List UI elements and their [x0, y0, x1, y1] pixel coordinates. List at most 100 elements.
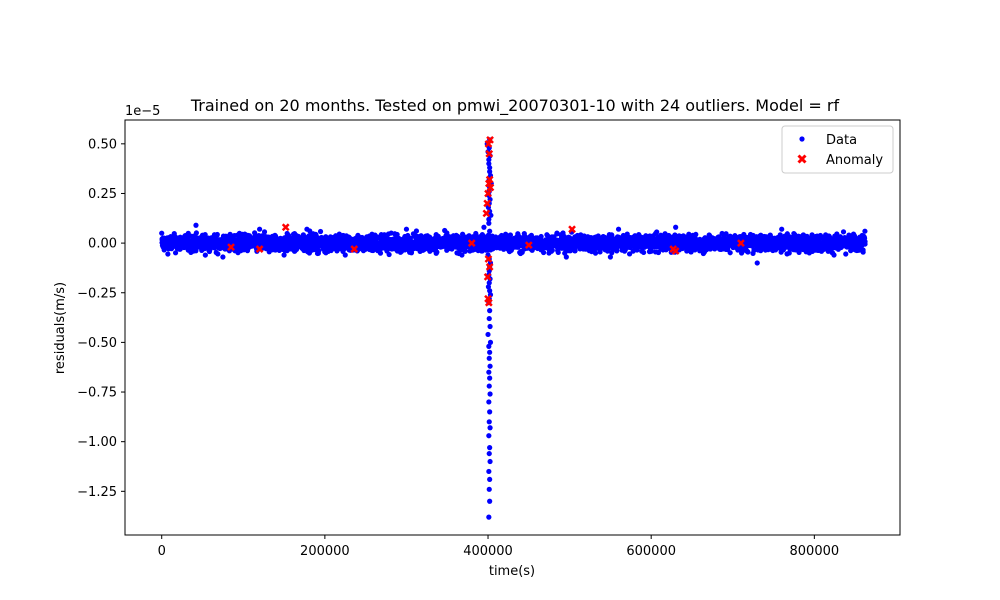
data-point — [159, 230, 165, 236]
data-point — [779, 226, 785, 232]
data-point — [507, 232, 514, 238]
chart-title: Trained on 20 months. Tested on pmwi_200… — [190, 96, 840, 116]
legend-anomaly-marker — [797, 154, 807, 164]
data-point — [487, 391, 493, 397]
data-point — [754, 260, 760, 266]
data-point — [220, 254, 226, 260]
data-point — [487, 445, 493, 451]
data-point — [487, 169, 493, 175]
y-tick-label: −1.00 — [77, 435, 117, 450]
data-point — [486, 433, 492, 439]
data-point — [487, 308, 493, 314]
y-offset-label: 1e−5 — [125, 104, 160, 119]
data-point — [487, 363, 493, 369]
data-point — [485, 284, 492, 290]
anomaly-point — [483, 199, 492, 208]
data-point — [377, 250, 384, 256]
legend-data-marker — [799, 136, 805, 142]
data-point — [214, 231, 220, 238]
data-point — [654, 229, 660, 235]
data-point — [860, 247, 866, 253]
data-point — [549, 247, 555, 253]
anomaly-point — [227, 243, 235, 251]
data-point — [727, 250, 733, 256]
x-tick-label: 0 — [158, 544, 166, 559]
data-point — [843, 251, 849, 257]
anomaly-point — [671, 247, 680, 255]
data-point — [831, 252, 837, 258]
data-point — [481, 224, 487, 230]
data-point — [485, 331, 491, 338]
data-point — [316, 248, 322, 254]
x-tick-label: 400000 — [463, 544, 513, 559]
legend: Data Anomaly — [781, 125, 894, 174]
data-point — [486, 383, 492, 389]
data-point — [486, 220, 492, 226]
x-tick-label: 600000 — [626, 544, 676, 559]
data-point — [487, 228, 493, 234]
data-point — [413, 228, 420, 234]
data-point — [862, 228, 868, 234]
anomaly-point — [524, 241, 533, 249]
data-point — [462, 248, 468, 254]
data-point — [487, 375, 493, 381]
anomaly-point — [737, 239, 745, 247]
anomaly-point — [467, 239, 476, 247]
data-point — [486, 315, 492, 322]
data-point — [486, 216, 492, 222]
data-point — [487, 349, 493, 355]
data-point — [615, 226, 622, 232]
anomaly-point — [255, 245, 264, 253]
data-point — [626, 251, 633, 257]
data-point — [386, 251, 392, 258]
data-point — [723, 231, 729, 237]
data-point — [486, 369, 492, 375]
data-point — [304, 226, 310, 232]
data-point — [193, 222, 199, 228]
data-point — [487, 425, 493, 431]
x-tick-label: 800000 — [790, 544, 840, 559]
data-point — [555, 249, 561, 256]
data-point — [538, 233, 544, 240]
data-point — [202, 252, 208, 258]
anomaly-point — [485, 263, 494, 271]
y-tick-label: −0.50 — [77, 336, 117, 351]
anomaly-point — [484, 298, 493, 307]
data-point — [487, 323, 493, 330]
data-point — [487, 498, 493, 504]
data-point — [434, 249, 440, 255]
anomaly-point — [281, 223, 290, 232]
anomaly-point — [486, 135, 494, 144]
data-point — [487, 339, 494, 345]
anomaly-point — [350, 245, 359, 253]
y-axis-ticks: 0.50 0.25 0.00 −0.25 −0.50 −0.75 −1.00 −1.25 — [77, 137, 125, 500]
data-point — [317, 228, 324, 235]
data-point — [572, 248, 578, 254]
data-point — [486, 280, 492, 286]
anomaly-point — [482, 209, 491, 218]
data-point — [165, 251, 171, 257]
data-point — [261, 229, 268, 235]
data-point — [486, 161, 492, 167]
data-point — [607, 254, 613, 260]
legend-anomaly-label: Anomaly — [826, 153, 883, 168]
axes-frame — [124, 119, 901, 536]
data-point — [840, 229, 847, 235]
x-tick-label: 200000 — [300, 544, 350, 559]
data-point — [215, 251, 221, 257]
data-point — [281, 252, 287, 258]
data-point — [342, 252, 348, 258]
data-point — [834, 231, 840, 237]
x-axis-label: time(s) — [489, 564, 535, 579]
data-point — [172, 250, 179, 256]
data-point — [862, 241, 868, 247]
data-point — [193, 230, 199, 236]
data-point — [540, 249, 547, 256]
data-point — [486, 450, 492, 457]
anomaly-point — [485, 175, 494, 184]
data-point — [488, 212, 494, 218]
anomaly-point — [484, 255, 493, 263]
y-tick-label: 0.25 — [88, 187, 117, 202]
legend-data-label: Data — [826, 133, 857, 148]
